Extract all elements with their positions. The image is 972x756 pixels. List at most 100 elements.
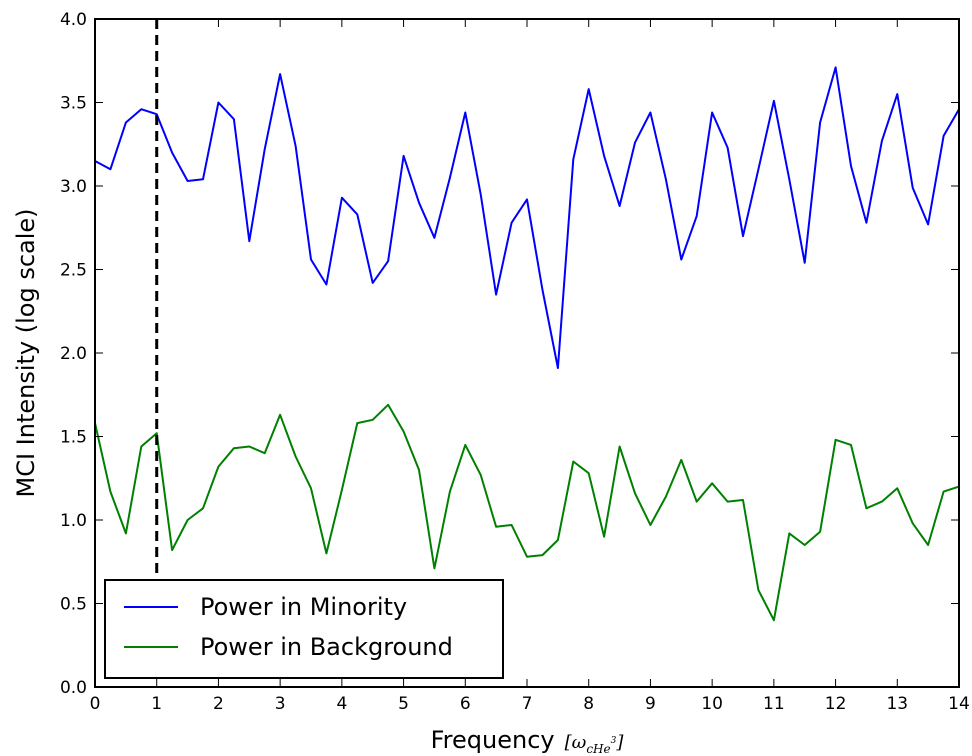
- data-point: [433, 237, 436, 239]
- y-tick-label: 4.0: [60, 10, 87, 30]
- data-point: [480, 193, 482, 195]
- legend-label-background: Power in Background: [200, 633, 453, 661]
- x-tick-label: 8: [583, 694, 594, 714]
- data-point: [588, 472, 590, 474]
- data-point: [156, 432, 158, 434]
- data-point: [356, 213, 358, 215]
- x-tick-label: 10: [701, 694, 723, 714]
- y-axis-label: MCI Intensity (log scale): [12, 208, 40, 497]
- data-point: [788, 178, 790, 180]
- data-point: [510, 524, 513, 526]
- data-point: [834, 439, 837, 441]
- data-point: [171, 152, 173, 154]
- data-point: [341, 489, 343, 491]
- data-point: [418, 202, 420, 204]
- data-point: [572, 460, 574, 463]
- data-point: [927, 223, 929, 226]
- data-point: [495, 293, 497, 296]
- x-tick-label: 3: [275, 694, 286, 714]
- data-point: [850, 444, 852, 446]
- data-point: [649, 524, 652, 526]
- x-axis-unit-sup: 3: [611, 736, 617, 746]
- data-point: [372, 419, 374, 421]
- y-tick-label: 3.0: [60, 177, 87, 197]
- data-point: [372, 282, 374, 284]
- data-point: [773, 619, 775, 621]
- data-point: [449, 491, 451, 493]
- data-point: [186, 519, 189, 521]
- data-point: [433, 567, 436, 570]
- y-tick-label: 1.0: [60, 511, 87, 531]
- data-point: [294, 145, 297, 147]
- data-point: [649, 111, 652, 114]
- data-point: [464, 111, 466, 114]
- x-tick-label: 5: [398, 694, 409, 714]
- data-point: [526, 198, 528, 200]
- y-tick-label: 1.5: [60, 428, 87, 448]
- data-point: [325, 552, 328, 555]
- data-point: [757, 168, 760, 170]
- x-tick-label: 6: [460, 694, 471, 714]
- data-point: [264, 148, 266, 150]
- x-tick-label: 4: [336, 694, 347, 714]
- y-tick-label: 2.0: [60, 344, 87, 364]
- data-point: [819, 531, 821, 533]
- data-point: [233, 118, 235, 120]
- data-point: [865, 507, 868, 509]
- data-point: [726, 146, 729, 149]
- data-point: [711, 111, 713, 114]
- data-point: [588, 88, 590, 90]
- legend-box: [104, 579, 504, 679]
- x-tick-label: 14: [948, 694, 970, 714]
- data-point: [618, 205, 621, 207]
- data-point: [804, 262, 806, 264]
- data-point: [217, 101, 220, 104]
- data-point: [171, 549, 173, 551]
- data-point: [634, 492, 636, 494]
- x-axis-label: Frequency [ωcHe3]: [431, 726, 625, 756]
- data-point: [850, 165, 852, 167]
- data-point: [495, 526, 497, 528]
- data-point: [264, 452, 266, 454]
- data-point: [742, 499, 744, 501]
- data-point: [541, 288, 544, 291]
- data-point: [480, 474, 482, 476]
- data-point: [572, 158, 574, 160]
- data-point: [757, 589, 760, 591]
- data-point: [557, 367, 559, 369]
- data-point: [186, 180, 189, 182]
- data-point: [557, 539, 559, 541]
- data-point: [865, 222, 868, 224]
- data-point: [942, 491, 945, 493]
- data-point: [202, 507, 204, 509]
- y-tick-label: 0.0: [60, 678, 87, 698]
- legend-label-minority: Power in Minority: [200, 593, 407, 621]
- data-point: [140, 445, 142, 448]
- data-point: [109, 168, 112, 170]
- data-point: [526, 556, 528, 558]
- data-point: [912, 522, 914, 524]
- data-point: [356, 422, 358, 424]
- x-axis-unit-open: [ω: [565, 732, 587, 753]
- data-point: [402, 430, 405, 433]
- data-point: [449, 177, 451, 179]
- data-point: [665, 178, 667, 180]
- data-point: [202, 178, 204, 180]
- data-point: [402, 155, 405, 157]
- data-point: [510, 222, 513, 224]
- data-point: [603, 155, 605, 157]
- data-point: [310, 258, 312, 261]
- data-point: [233, 447, 235, 449]
- data-point: [125, 532, 127, 534]
- data-point: [726, 501, 729, 503]
- x-axis-unit-sub: cHe: [586, 742, 610, 756]
- data-point: [109, 491, 112, 493]
- data-point: [942, 135, 945, 137]
- data-point: [834, 66, 837, 69]
- x-axis-unit-close: ]: [615, 732, 624, 753]
- data-point: [125, 121, 127, 124]
- data-point: [279, 73, 281, 75]
- data-point: [773, 100, 775, 102]
- x-tick-label: 0: [90, 694, 101, 714]
